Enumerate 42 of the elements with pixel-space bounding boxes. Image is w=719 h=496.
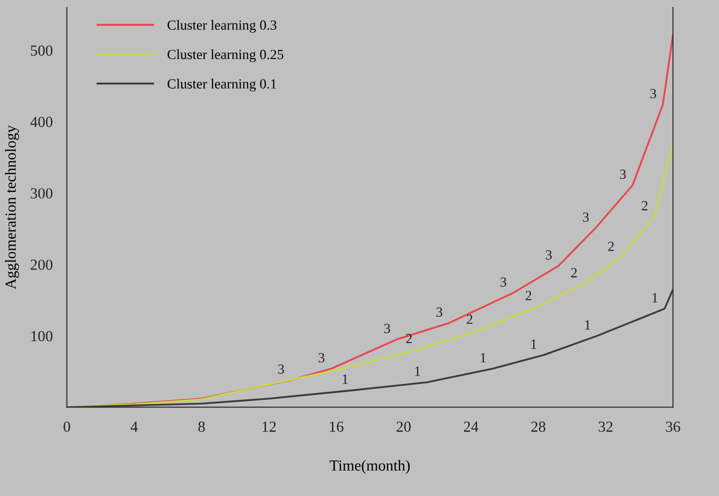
annotation: 2: [642, 201, 648, 210]
line-series: [100, 34, 673, 407]
annotation: 3: [620, 170, 626, 179]
annotation: 3: [384, 324, 390, 334]
annotation: 3: [650, 88, 656, 98]
y-tick-label: 400: [30, 116, 52, 128]
x-tick-label: 24: [464, 422, 478, 432]
annotation: 1: [342, 374, 348, 384]
x-tick-label: 28: [531, 422, 546, 432]
x-tick-label: 12: [262, 422, 276, 432]
legend-label: Cluster learning 0.3: [168, 20, 276, 33]
annotation: 3: [546, 250, 552, 260]
x-tick-label: 20: [396, 422, 411, 432]
annotation: 1: [480, 353, 486, 362]
annotation: 3: [500, 277, 506, 287]
y-tick-label: 300: [30, 188, 52, 198]
annotation: 1: [585, 320, 590, 330]
x-tick-label: 4: [130, 422, 138, 432]
x-tick-label: 16: [330, 422, 344, 432]
annotation: 2: [466, 314, 472, 324]
annotation: 1: [652, 293, 658, 302]
annotation: 2: [571, 268, 577, 278]
x-axis-title: Time(month): [330, 460, 410, 474]
annotation: 2: [526, 290, 532, 300]
y-tick-label: 200: [30, 260, 52, 270]
legend-label: Cluster learning 0.25: [168, 49, 284, 62]
x-tick-label: 8: [198, 422, 205, 432]
annotation: 3: [583, 212, 589, 222]
y-tick-label: 100: [31, 330, 52, 342]
y-tick-label: 500: [30, 45, 52, 56]
x-tick-label: 32: [598, 422, 612, 432]
annotation: 3: [278, 364, 284, 374]
x-tick-label: 0: [64, 422, 70, 432]
y-axis-title: Agglomeration technology: [5, 125, 19, 290]
x-tick-label: 36: [666, 422, 680, 432]
annotation: 2: [406, 334, 412, 344]
annotation: 3: [318, 353, 324, 362]
annotation: 2: [608, 242, 614, 251]
legend-label: Cluster learning 0.1: [168, 78, 276, 92]
annotation: 1: [531, 340, 536, 349]
annotation: 1: [415, 366, 420, 376]
annotation: 3: [436, 307, 442, 317]
